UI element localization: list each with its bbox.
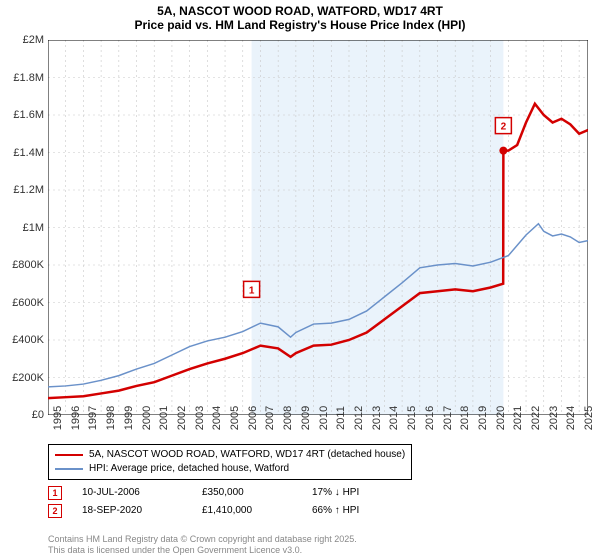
legend-item: 5A, NASCOT WOOD ROAD, WATFORD, WD17 4RT … <box>55 448 405 462</box>
x-axis-label: 2003 <box>194 406 206 430</box>
x-axis-label: 2008 <box>282 406 294 430</box>
x-axis-label: 2005 <box>229 406 241 430</box>
x-axis-label: 2004 <box>211 406 223 430</box>
footer-line: This data is licensed under the Open Gov… <box>48 545 357 556</box>
data-date: 10-JUL-2006 <box>82 484 182 502</box>
data-delta: 17% ↓ HPI <box>312 484 359 502</box>
svg-text:1: 1 <box>249 285 255 296</box>
x-axis-label: 1995 <box>52 406 64 430</box>
marker-icon: 2 <box>48 504 62 518</box>
x-axis-label: 2023 <box>548 406 560 430</box>
x-axis-label: 2019 <box>477 406 489 430</box>
data-price: £1,410,000 <box>202 502 292 520</box>
y-axis-label: £400K <box>12 334 44 346</box>
svg-text:2: 2 <box>501 122 507 133</box>
x-axis-label: 2010 <box>318 406 330 430</box>
y-axis-label: £1.4M <box>13 147 44 159</box>
marker-icon: 1 <box>48 486 62 500</box>
y-axis-label: £1.2M <box>13 184 44 196</box>
x-axis-label: 1997 <box>87 406 99 430</box>
y-axis-label: £1.8M <box>13 72 44 84</box>
x-axis-label: 2009 <box>300 406 312 430</box>
x-axis-label: 2011 <box>335 406 347 430</box>
x-axis-label: 2012 <box>353 406 365 430</box>
y-axis-label: £0 <box>32 409 44 421</box>
chart-subtitle: Price paid vs. HM Land Registry's House … <box>0 18 600 32</box>
x-axis-label: 2015 <box>406 406 418 430</box>
x-axis-label: 2024 <box>565 406 577 430</box>
x-axis-label: 2001 <box>158 406 170 430</box>
x-axis-label: 2002 <box>176 406 188 430</box>
y-axis-label: £1.6M <box>13 109 44 121</box>
chart-title: 5A, NASCOT WOOD ROAD, WATFORD, WD17 4RT <box>0 4 600 18</box>
x-axis-label: 2013 <box>371 406 383 430</box>
legend-swatch <box>55 454 83 457</box>
chart-container: 5A, NASCOT WOOD ROAD, WATFORD, WD17 4RT … <box>0 0 600 560</box>
x-axis-label: 2020 <box>495 406 507 430</box>
legend: 5A, NASCOT WOOD ROAD, WATFORD, WD17 4RT … <box>48 444 412 480</box>
x-axis-label: 2014 <box>388 406 400 430</box>
y-axis-label: £1M <box>23 222 44 234</box>
x-axis-label: 2025 <box>583 406 595 430</box>
footer-line: Contains HM Land Registry data © Crown c… <box>48 534 357 545</box>
table-row: 1 10-JUL-2006 £350,000 17% ↓ HPI <box>48 484 359 502</box>
legend-swatch <box>55 468 83 470</box>
x-axis-label: 2007 <box>264 406 276 430</box>
data-price: £350,000 <box>202 484 292 502</box>
legend-item: HPI: Average price, detached house, Watf… <box>55 462 405 476</box>
x-axis-label: 1999 <box>123 406 135 430</box>
legend-label: HPI: Average price, detached house, Watf… <box>89 462 289 476</box>
footer-attribution: Contains HM Land Registry data © Crown c… <box>48 534 357 556</box>
data-date: 18-SEP-2020 <box>82 502 182 520</box>
chart-svg: 12 <box>48 40 588 415</box>
x-axis-label: 2022 <box>530 406 542 430</box>
legend-label: 5A, NASCOT WOOD ROAD, WATFORD, WD17 4RT … <box>89 448 405 462</box>
data-delta: 66% ↑ HPI <box>312 502 359 520</box>
table-row: 2 18-SEP-2020 £1,410,000 66% ↑ HPI <box>48 502 359 520</box>
x-axis-label: 2021 <box>512 406 524 430</box>
x-axis-label: 1996 <box>70 406 82 430</box>
x-axis-label: 2006 <box>247 406 259 430</box>
x-axis-label: 1998 <box>105 406 117 430</box>
chart-plot-area: 12 <box>48 40 588 415</box>
y-axis-label: £600K <box>12 297 44 309</box>
x-axis-label: 2018 <box>459 406 471 430</box>
x-axis-label: 2016 <box>424 406 436 430</box>
y-axis-label: £800K <box>12 259 44 271</box>
y-axis-label: £200K <box>12 372 44 384</box>
x-axis-label: 2000 <box>141 406 153 430</box>
data-point-table: 1 10-JUL-2006 £350,000 17% ↓ HPI 2 18-SE… <box>48 484 359 520</box>
x-axis-label: 2017 <box>442 406 454 430</box>
title-block: 5A, NASCOT WOOD ROAD, WATFORD, WD17 4RT … <box>0 0 600 34</box>
y-axis-label: £2M <box>23 34 44 46</box>
